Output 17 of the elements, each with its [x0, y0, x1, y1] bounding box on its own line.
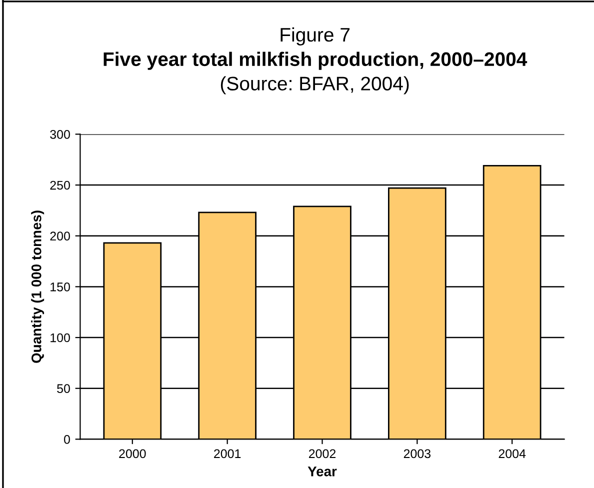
- y-tick-label: 150: [50, 282, 70, 292]
- chart-title: Five year total milkfish production, 2000–2004: [104, 52, 528, 70]
- x-tick-label: 2001: [214, 449, 241, 458]
- chart-subtitle: (Source: BFAR, 2004): [220, 76, 409, 94]
- x-tick-label: 2004: [498, 449, 526, 458]
- caption: Figure 7: [280, 27, 350, 46]
- y-tick-label: 300: [50, 130, 70, 139]
- y-tick-label: 100: [50, 333, 70, 342]
- y-tick-label: 0: [64, 435, 70, 444]
- x-tick-label: 2003: [404, 449, 431, 458]
- y-tick-label: 50: [57, 384, 70, 394]
- x-tick-label: 2000: [119, 449, 146, 458]
- x-axis-title: Year: [308, 466, 337, 476]
- y-tick-label: 200: [50, 232, 70, 241]
- y-axis-title: Quantity (1 000 tonnes): [31, 210, 44, 363]
- y-tick-label: 250: [50, 180, 70, 190]
- x-tick-label: 2002: [308, 449, 336, 458]
